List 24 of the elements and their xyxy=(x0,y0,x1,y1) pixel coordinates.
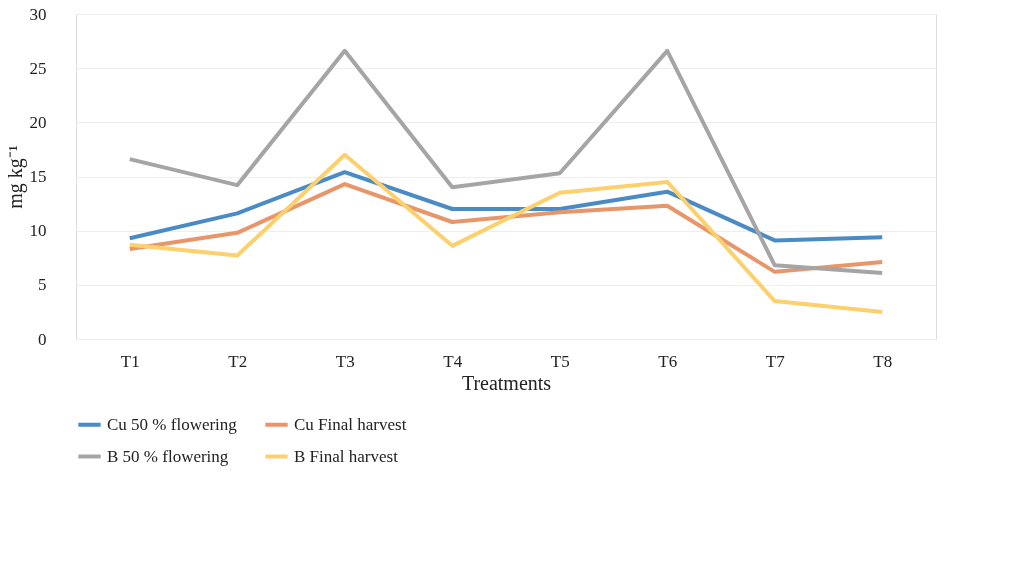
y-tick-label: 25 xyxy=(29,58,47,78)
x-tick-label: T6 xyxy=(658,351,678,371)
x-tick-label: T5 xyxy=(550,351,570,371)
legend-label: B Final harvest xyxy=(294,446,399,466)
legend-label: Cu Final harvest xyxy=(294,414,407,434)
legend-label: B 50 % flowering xyxy=(107,446,229,466)
y-axis-title: mg kg⁻¹ xyxy=(3,145,27,209)
y-tick-label: 5 xyxy=(38,275,47,295)
x-tick-label: T2 xyxy=(228,351,248,371)
x-axis-title: Treatments xyxy=(461,371,552,394)
y-tick-label: 15 xyxy=(29,167,47,186)
x-tick-label: T1 xyxy=(120,351,140,371)
x-tick-label: T4 xyxy=(443,351,463,371)
line-series xyxy=(127,152,885,314)
x-tick-label: T7 xyxy=(765,351,786,371)
y-tick-label: 10 xyxy=(29,221,47,241)
x-tick-label: T3 xyxy=(335,351,355,371)
line-series xyxy=(127,170,885,243)
legend-label: Cu 50 % flowering xyxy=(107,414,238,434)
line-series xyxy=(127,48,885,275)
y-tick-label: 0 xyxy=(38,329,47,349)
y-tick-label: 20 xyxy=(29,112,47,132)
y-tick-label: 30 xyxy=(29,4,47,24)
x-tick-label: T8 xyxy=(873,351,893,371)
